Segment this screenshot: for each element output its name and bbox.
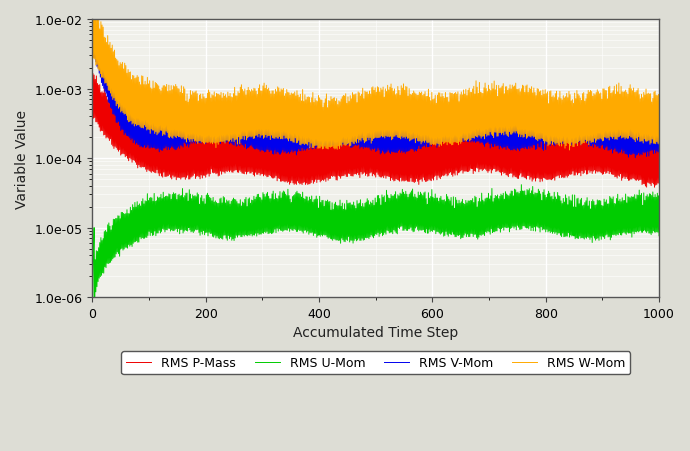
Legend: RMS P-Mass, RMS U-Mom, RMS V-Mom, RMS W-Mom: RMS P-Mass, RMS U-Mom, RMS V-Mom, RMS W-…: [121, 352, 631, 374]
RMS W-Mom: [530, 134, 538, 140]
RMS V-Mom: [338, 106, 346, 112]
RMS U-Mom: [655, 234, 663, 239]
Line: RMS U-Mom: RMS U-Mom: [93, 185, 659, 300]
Line: RMS W-Mom: RMS W-Mom: [93, 8, 659, 151]
RMS V-Mom: [147, 109, 155, 115]
RMS W-Mom: [147, 86, 155, 92]
RMS P-Mass: [655, 181, 663, 186]
RMS V-Mom: [631, 156, 640, 161]
RMS V-Mom: [655, 150, 663, 155]
RMS V-Mom: [540, 142, 549, 147]
RMS P-Mass: [318, 138, 326, 143]
RMS W-Mom: [565, 148, 573, 153]
RMS U-Mom: [478, 232, 486, 238]
X-axis label: Accumulated Time Step: Accumulated Time Step: [293, 326, 458, 340]
RMS W-Mom: [655, 142, 663, 147]
RMS P-Mass: [540, 176, 549, 181]
Line: RMS V-Mom: RMS V-Mom: [93, 23, 659, 158]
RMS U-Mom: [90, 297, 99, 303]
RMS U-Mom: [318, 234, 326, 239]
RMS W-Mom: [540, 141, 549, 147]
RMS V-Mom: [318, 114, 326, 120]
RMS W-Mom: [338, 95, 346, 100]
RMS V-Mom: [89, 20, 97, 26]
RMS W-Mom: [477, 91, 486, 97]
RMS V-Mom: [477, 111, 486, 117]
RMS P-Mass: [147, 128, 155, 133]
RMS P-Mass: [530, 176, 538, 181]
RMS P-Mass: [89, 72, 97, 77]
RMS P-Mass: [338, 131, 346, 136]
RMS W-Mom: [318, 98, 326, 103]
Line: RMS P-Mass: RMS P-Mass: [93, 74, 659, 188]
RMS U-Mom: [531, 229, 540, 234]
RMS U-Mom: [147, 230, 155, 236]
RMS W-Mom: [89, 5, 97, 11]
RMS P-Mass: [651, 185, 659, 190]
RMS U-Mom: [518, 183, 526, 188]
Y-axis label: Variable Value: Variable Value: [15, 109, 29, 208]
RMS U-Mom: [542, 230, 550, 235]
RMS P-Mass: [477, 127, 486, 132]
RMS U-Mom: [89, 295, 97, 300]
RMS V-Mom: [530, 143, 538, 148]
RMS U-Mom: [339, 238, 347, 243]
